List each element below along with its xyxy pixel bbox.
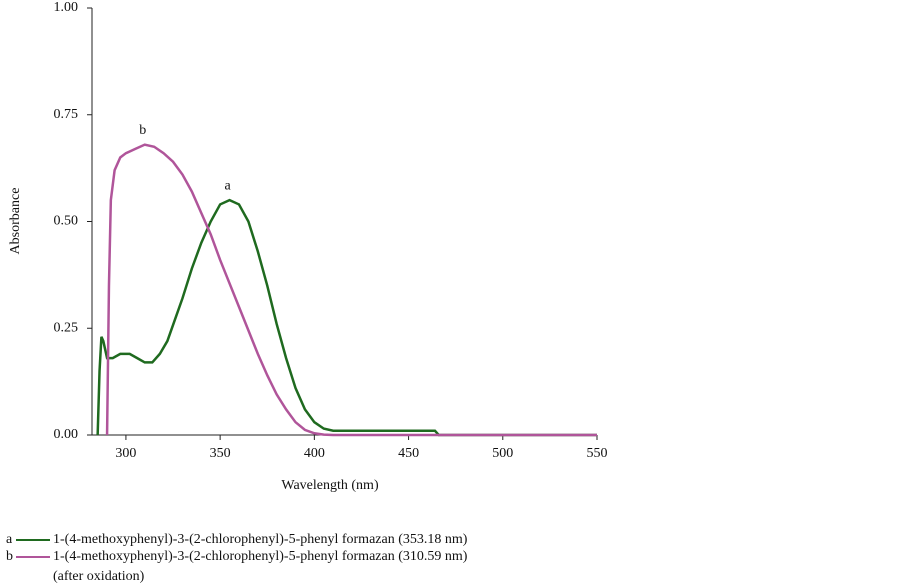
series-line: [96, 198, 597, 437]
x-tick-label: 400: [304, 446, 325, 461]
y-tick-label: 0.25: [54, 320, 79, 335]
x-tick-label: 550: [587, 446, 608, 461]
legend-label: 1-(4-methoxyphenyl)-3-(2-chlorophenyl)-5…: [53, 549, 468, 564]
legend-note: (after oxidation): [53, 569, 145, 584]
y-tick-label: 0.50: [54, 214, 79, 229]
legend-label: 1-(4-methoxyphenyl)-3-(2-chlorophenyl)-5…: [53, 532, 468, 547]
x-tick-label: 300: [115, 446, 136, 461]
y-tick-label: 1.00: [54, 0, 79, 15]
peak-label: b: [139, 123, 146, 138]
peak-label: a: [224, 178, 231, 193]
y-tick-label: 0.00: [54, 427, 79, 442]
x-tick-label: 500: [492, 446, 513, 461]
legend-letter: b: [6, 549, 13, 564]
x-tick-label: 450: [398, 446, 419, 461]
series-line: [105, 143, 597, 437]
x-tick-label: 350: [210, 446, 231, 461]
legend-letter: a: [6, 532, 13, 547]
y-axis-label: Absorbance: [8, 188, 23, 255]
y-tick-label: 0.75: [54, 107, 79, 122]
x-axis-label: Wavelength (nm): [281, 478, 379, 493]
